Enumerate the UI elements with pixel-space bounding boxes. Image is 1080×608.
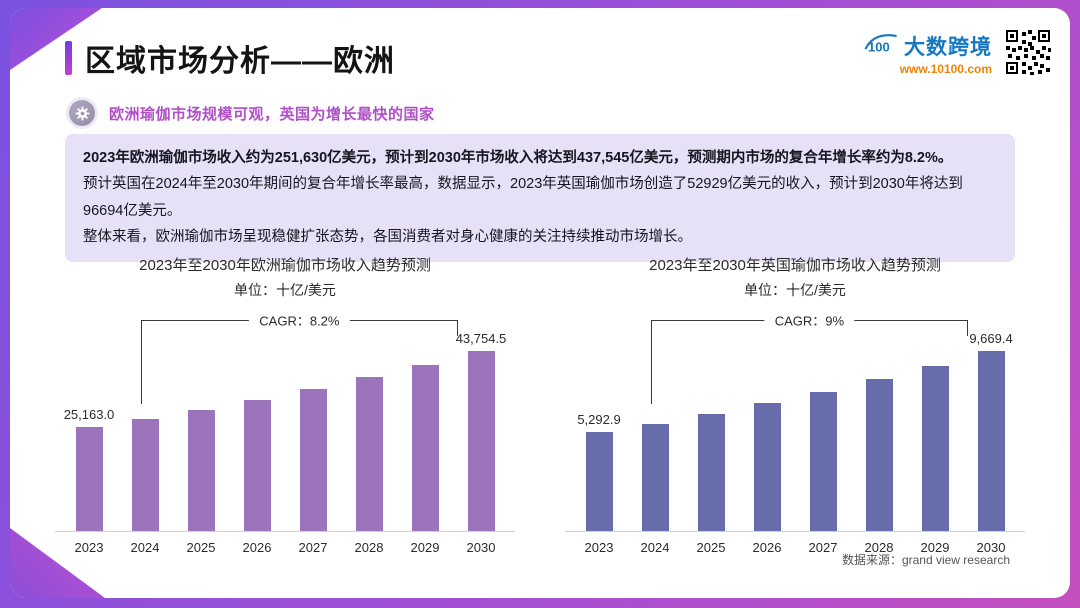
logo-swoosh-icon: 100 bbox=[861, 30, 901, 61]
title-accent-bar bbox=[65, 41, 72, 75]
bar-column-2023: 25,163.0 bbox=[61, 407, 117, 531]
brand-name: 大数跨境 bbox=[904, 35, 992, 59]
bar-column-2026 bbox=[739, 403, 795, 531]
bar bbox=[75, 427, 103, 531]
chart-europe: 2023年至2030年欧洲瑜伽市场收入趋势预测 单位：十亿/美元 CAGR：8.… bbox=[55, 254, 515, 555]
cagr-label: CAGR：9% bbox=[764, 310, 855, 330]
brand-logo: 100 大数跨境 www.10100.com bbox=[861, 30, 992, 76]
bar bbox=[187, 410, 215, 531]
svg-text:100: 100 bbox=[868, 40, 890, 55]
chart-uk: 2023年至2030年英国瑜伽市场收入趋势预测 单位：十亿/美元 CAGR：9%… bbox=[565, 254, 1025, 555]
logo-row: 100 大数跨境 bbox=[861, 30, 992, 61]
x-tick-label: 2024 bbox=[640, 540, 670, 555]
bar-column-2025 bbox=[683, 414, 739, 531]
charts-row: 2023年至2030年欧洲瑜伽市场收入趋势预测 单位：十亿/美元 CAGR：8.… bbox=[55, 254, 1025, 555]
header: 区域市场分析——欧洲 欧洲瑜伽市场规模可观，英国为增长最快的国家 bbox=[65, 36, 1030, 126]
chart-title: 2023年至2030年英国瑜伽市场收入趋势预测 bbox=[649, 257, 941, 274]
bar bbox=[585, 432, 613, 531]
bar bbox=[697, 414, 725, 531]
x-tick-label: 2025 bbox=[696, 540, 726, 555]
bar-column-2028 bbox=[851, 379, 907, 531]
cagr-bracket: CAGR：9% bbox=[651, 310, 968, 404]
chart-unit-label: 单位：十亿/美元 bbox=[234, 282, 336, 298]
bar-column-2030: 43,754.5 bbox=[453, 331, 509, 531]
bar bbox=[921, 366, 949, 531]
bar bbox=[411, 365, 439, 531]
cagr-bracket: CAGR：8.2% bbox=[141, 310, 458, 404]
summary-line-2: 预计英国在2024年至2030年期间的复合年增长率最高，数据显示，2023年英国… bbox=[83, 176, 963, 219]
bar-column-2027 bbox=[285, 389, 341, 531]
bar bbox=[299, 389, 327, 531]
bar-value-label: 25,163.0 bbox=[63, 407, 115, 422]
bar-column-2023: 5,292.9 bbox=[571, 412, 627, 531]
x-tick-label: 2025 bbox=[186, 540, 216, 555]
x-axis: 2023 2024 2025 2026 2027 2028 2029 2030 bbox=[565, 540, 1025, 555]
x-tick-label: 2026 bbox=[752, 540, 782, 555]
x-tick-label: 2027 bbox=[298, 540, 328, 555]
gear-icon bbox=[69, 100, 95, 126]
bar bbox=[809, 392, 837, 531]
chart-unit-label: 单位：十亿/美元 bbox=[744, 282, 846, 298]
x-tick-label: 2026 bbox=[242, 540, 272, 555]
bar bbox=[641, 424, 669, 531]
page-subtitle: 欧洲瑜伽市场规模可观，英国为增长最快的国家 bbox=[109, 105, 435, 123]
bar-column-2028 bbox=[341, 377, 397, 531]
bar-value-label: 43,754.5 bbox=[455, 331, 507, 346]
title-row: 区域市场分析——欧洲 bbox=[65, 36, 1030, 80]
bar-column-2029 bbox=[907, 366, 963, 531]
bar bbox=[977, 351, 1005, 531]
bar-column-2030: 9,669.4 bbox=[963, 331, 1019, 531]
summary-line-3: 整体来看，欧洲瑜伽市场呈现稳健扩张态势，各国消费者对身心健康的关注持续推动市场增… bbox=[83, 229, 692, 246]
bar-column-2024 bbox=[117, 419, 173, 531]
x-tick-label: 2023 bbox=[74, 540, 104, 555]
slide-card: 区域市场分析——欧洲 欧洲瑜伽市场规模可观，英国为增长最快的国家 bbox=[10, 8, 1070, 598]
x-tick-label: 2028 bbox=[354, 540, 384, 555]
summary-box: 2023年欧洲瑜伽市场收入约为251,630亿美元，预计到2030年市场收入将达… bbox=[65, 134, 1015, 262]
bar-column-2024 bbox=[627, 424, 683, 531]
subtitle-row: 欧洲瑜伽市场规模可观，英国为增长最快的国家 bbox=[69, 100, 1030, 126]
x-axis: 2023 2024 2025 2026 2027 2028 2029 2030 bbox=[55, 540, 515, 555]
bar-value-label: 5,292.9 bbox=[577, 412, 621, 427]
data-source: 数据来源：grand view research bbox=[841, 553, 1010, 567]
bar bbox=[131, 419, 159, 531]
qr-code bbox=[1004, 28, 1052, 81]
x-tick-label: 2027 bbox=[808, 540, 838, 555]
x-tick-label: 2030 bbox=[466, 540, 496, 555]
bar bbox=[243, 400, 271, 531]
bar-column-2025 bbox=[173, 410, 229, 531]
bar-plot: CAGR：8.2% 25,163.0 43,754.5 bbox=[55, 306, 515, 532]
cagr-label: CAGR：8.2% bbox=[249, 310, 350, 330]
x-tick-label: 2023 bbox=[584, 540, 614, 555]
bar-column-2026 bbox=[229, 400, 285, 531]
summary-line-1: 2023年欧洲瑜伽市场收入约为251,630亿美元，预计到2030年市场收入将达… bbox=[83, 150, 953, 166]
bar bbox=[753, 403, 781, 531]
x-tick-label: 2028 bbox=[864, 540, 894, 555]
bar-value-label: 9,669.4 bbox=[969, 331, 1013, 346]
bar bbox=[865, 379, 893, 531]
brand-url: www.10100.com bbox=[899, 62, 992, 76]
x-tick-label: 2029 bbox=[410, 540, 440, 555]
bar-plot: CAGR：9% 5,292.9 9,669.4 bbox=[565, 306, 1025, 532]
bar bbox=[467, 351, 495, 531]
bar-column-2027 bbox=[795, 392, 851, 531]
bar bbox=[355, 377, 383, 531]
x-tick-label: 2024 bbox=[130, 540, 160, 555]
x-tick-label: 2030 bbox=[976, 540, 1006, 555]
bar-column-2029 bbox=[397, 365, 453, 531]
page-title: 区域市场分析——欧洲 bbox=[85, 45, 395, 78]
x-tick-label: 2029 bbox=[920, 540, 950, 555]
chart-title: 2023年至2030年欧洲瑜伽市场收入趋势预测 bbox=[139, 257, 431, 274]
